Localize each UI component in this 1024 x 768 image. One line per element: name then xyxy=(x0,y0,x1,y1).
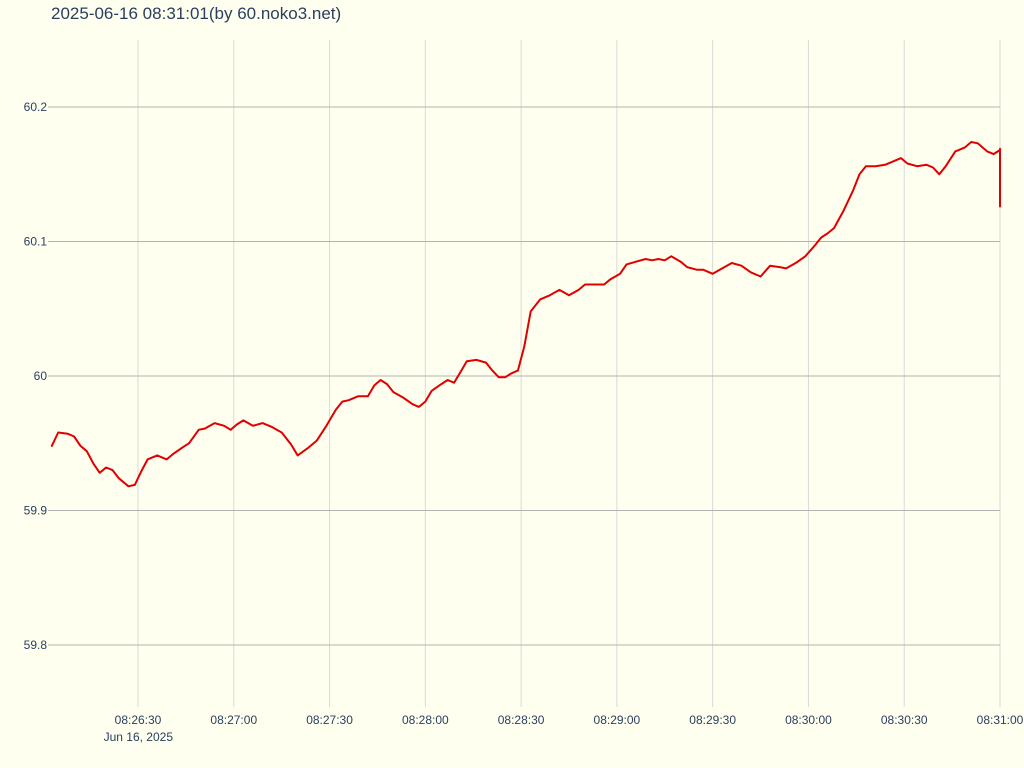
y-tick-label: 60 xyxy=(34,369,48,383)
x-tick-label: 08:30:30 xyxy=(881,713,928,727)
y-axis: 59.8 59.9 60 60.1 60.2 xyxy=(24,100,48,652)
x-tick-label: 08:29:30 xyxy=(689,713,736,727)
x-tick-label: 08:30:00 xyxy=(785,713,832,727)
x-tick-label: 08:29:00 xyxy=(594,713,641,727)
x-tick-label: 08:27:00 xyxy=(210,713,257,727)
chart-title: 2025-06-16 08:31:01(by 60.noko3.net) xyxy=(51,4,342,23)
series-layer xyxy=(50,141,1001,488)
series-line xyxy=(50,141,1001,488)
x-tick-label: 08:27:30 xyxy=(306,713,353,727)
x-tick-label: 08:26:30 xyxy=(115,713,162,727)
x-tick-date-label: Jun 16, 2025 xyxy=(104,730,174,744)
x-axis: 08:26:30 Jun 16, 2025 08:27:00 08:27:30 08:2… xyxy=(104,713,1024,744)
y-tick-label: 60.1 xyxy=(24,235,48,249)
x-tick-label: 08:31:00 xyxy=(977,713,1024,727)
y-tick-label: 59.8 xyxy=(24,638,48,652)
grid xyxy=(48,40,1001,707)
y-tick-label: 59.9 xyxy=(24,504,48,518)
x-tick-label: 08:28:00 xyxy=(402,713,449,727)
x-tick-label: 08:28:30 xyxy=(498,713,545,727)
y-tick-label: 60.2 xyxy=(24,100,48,114)
